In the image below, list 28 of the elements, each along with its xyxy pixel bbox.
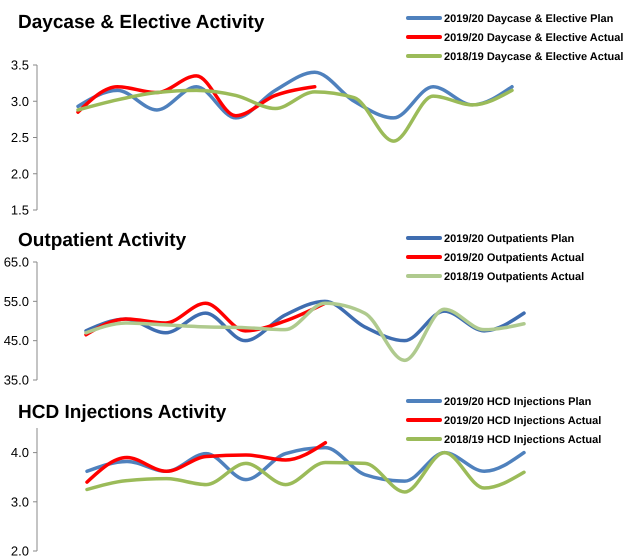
- y-tick-label: 55.0: [4, 294, 29, 309]
- y-tick-label: 3.0: [10, 494, 29, 510]
- chart-title: Outpatient Activity: [18, 230, 187, 251]
- legend-label: 2018/19 HCD Injections Actual: [444, 434, 602, 446]
- y-tick-label: 35.0: [4, 372, 29, 388]
- legend-label: 2019/20 HCD Injections Actual: [444, 414, 602, 427]
- y-tick-label: 3.5: [10, 58, 29, 73]
- y-tick-label: 45.0: [4, 333, 29, 348]
- y-tick-label: 3.0: [10, 94, 29, 109]
- y-tick-label: 2.5: [10, 130, 29, 146]
- legend-label: 2019/20 Outpatients Plan: [444, 232, 574, 245]
- chart-title: HCD Injections Activity: [18, 402, 227, 423]
- y-tick-label: 2.0: [10, 166, 29, 182]
- legend-label: 2019/20 Outpatients Actual: [444, 252, 584, 264]
- legend-label: 2018/19 Outpatients Actual: [444, 270, 584, 283]
- line-series: [84, 302, 526, 362]
- y-tick-label: 4.0: [10, 445, 29, 460]
- line-series: [85, 450, 526, 494]
- line-series: [76, 88, 514, 143]
- legend-label: 2019/20 Daycase & Elective Plan: [444, 12, 614, 25]
- legend-label: 2019/20 HCD Injections Plan: [444, 396, 592, 408]
- y-tick-label: 65.0: [4, 254, 29, 270]
- legend-label: 2018/19 Daycase & Elective Actual: [444, 50, 624, 63]
- chart-title: Daycase & Elective Activity: [18, 12, 265, 33]
- legend-label: 2019/20 Daycase & Elective Actual: [444, 32, 624, 44]
- y-tick-label: 2.0: [10, 544, 29, 559]
- line-series: [85, 441, 328, 484]
- y-tick-label: 1.5: [10, 202, 29, 218]
